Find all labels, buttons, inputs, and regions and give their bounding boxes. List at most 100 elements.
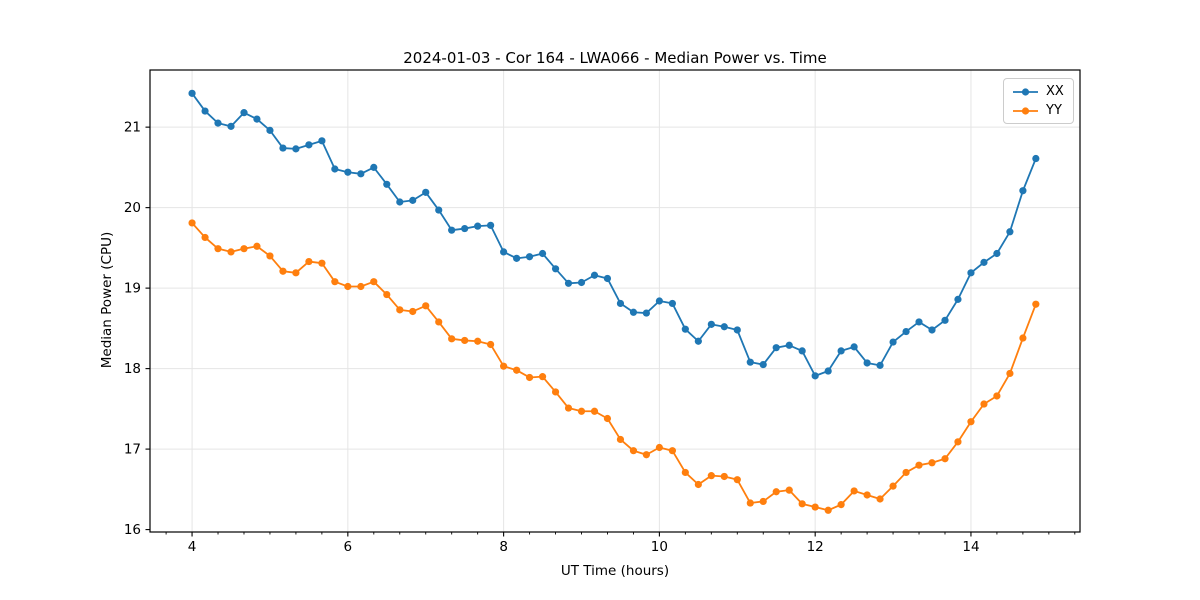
data-point-xx xyxy=(694,337,702,345)
data-point-xx xyxy=(824,367,832,375)
data-point-yy xyxy=(292,269,300,277)
data-point-yy xyxy=(1032,300,1040,308)
data-point-yy xyxy=(461,336,469,345)
data-point-yy xyxy=(318,259,326,267)
data-point-xx xyxy=(422,188,430,196)
data-point-xx xyxy=(772,344,780,352)
data-point-yy xyxy=(863,491,871,499)
legend-item-xx: XX xyxy=(1012,84,1064,99)
data-point-xx xyxy=(837,347,845,355)
data-point-xx xyxy=(383,180,391,188)
data-point-xx xyxy=(564,279,573,287)
data-point-xx xyxy=(201,107,209,115)
data-point-xx xyxy=(798,347,806,355)
x-axis-label: UT Time (hours) xyxy=(560,563,670,579)
legend-item-yy: YY xyxy=(1012,103,1064,118)
plot-border xyxy=(149,69,1081,533)
y-tick-label: 20 xyxy=(124,200,141,216)
data-point-xx xyxy=(551,265,560,273)
data-point-xx xyxy=(876,361,884,369)
data-point-yy xyxy=(785,486,793,494)
data-point-xx xyxy=(720,323,728,331)
data-point-yy xyxy=(655,443,663,452)
data-point-xx xyxy=(616,299,625,308)
data-point-yy xyxy=(357,282,365,291)
data-point-yy xyxy=(967,418,975,426)
data-point-xx xyxy=(967,269,975,277)
data-point-yy xyxy=(409,307,417,316)
data-point-xx xyxy=(655,297,663,305)
x-tick-label: 12 xyxy=(807,539,824,555)
legend-line-marker-xx-icon xyxy=(1013,87,1038,96)
data-point-yy xyxy=(1019,334,1027,342)
data-point-yy xyxy=(837,501,845,509)
data-point-yy xyxy=(889,482,897,490)
data-point-xx xyxy=(331,165,339,173)
series-yy xyxy=(188,219,1040,514)
series-xx xyxy=(188,89,1040,380)
x-tick-label: 6 xyxy=(344,539,353,555)
legend: XX YY xyxy=(1003,78,1074,124)
data-point-yy xyxy=(928,459,936,467)
data-point-xx xyxy=(850,343,858,351)
data-point-yy xyxy=(824,506,832,514)
data-point-yy xyxy=(629,447,638,455)
data-point-xx xyxy=(889,338,897,346)
x-tick-label: 8 xyxy=(499,539,508,555)
line-xx xyxy=(191,92,1037,377)
data-point-xx xyxy=(435,206,443,214)
data-point-xx xyxy=(811,372,819,380)
data-point-yy xyxy=(525,373,534,382)
data-point-yy xyxy=(551,388,560,396)
data-point-xx xyxy=(487,221,495,229)
data-point-xx xyxy=(344,168,352,176)
data-point-yy xyxy=(383,290,391,299)
data-point-xx xyxy=(629,308,638,316)
data-point-xx xyxy=(993,249,1001,258)
data-point-yy xyxy=(577,407,586,415)
data-point-xx xyxy=(928,326,936,334)
data-point-yy xyxy=(448,335,456,343)
data-point-yy xyxy=(668,447,677,455)
data-point-yy xyxy=(253,242,261,250)
data-point-xx xyxy=(902,327,910,336)
data-point-xx xyxy=(305,141,313,149)
data-point-xx xyxy=(279,144,287,152)
data-point-yy xyxy=(188,219,196,227)
data-point-xx xyxy=(396,198,404,206)
data-point-yy xyxy=(279,267,287,275)
data-point-yy xyxy=(422,302,430,310)
data-point-xx xyxy=(240,109,248,117)
data-point-yy xyxy=(538,373,547,381)
data-point-yy xyxy=(214,245,222,253)
data-point-yy xyxy=(603,414,612,423)
data-point-xx xyxy=(863,359,871,367)
data-point-xx xyxy=(954,295,962,303)
x-tick-label: 14 xyxy=(962,539,979,555)
data-point-xx xyxy=(266,126,274,134)
data-point-xx xyxy=(370,163,378,171)
y-tick-label: 18 xyxy=(124,361,141,377)
data-point-xx xyxy=(214,119,222,127)
y-tick-label: 16 xyxy=(124,522,141,538)
line-yy xyxy=(191,222,1037,512)
data-point-yy xyxy=(681,468,689,477)
data-point-xx xyxy=(1019,187,1027,195)
data-point-yy xyxy=(474,337,482,345)
x-tick-label: 4 xyxy=(188,539,197,555)
data-point-yy xyxy=(201,233,209,242)
legend-label-yy: YY xyxy=(1046,103,1062,118)
data-point-xx xyxy=(500,248,508,256)
data-point-yy xyxy=(564,404,573,412)
data-point-xx xyxy=(759,360,767,369)
data-point-xx xyxy=(668,299,677,308)
data-point-yy xyxy=(954,438,962,446)
data-point-xx xyxy=(603,274,612,283)
data-point-xx xyxy=(474,222,482,230)
data-point-yy xyxy=(811,503,819,511)
data-point-xx xyxy=(357,170,365,178)
data-point-xx xyxy=(461,224,469,233)
y-axis-ticks: 16 17 18 19 20 21 xyxy=(124,120,150,538)
data-point-yy xyxy=(266,252,274,260)
